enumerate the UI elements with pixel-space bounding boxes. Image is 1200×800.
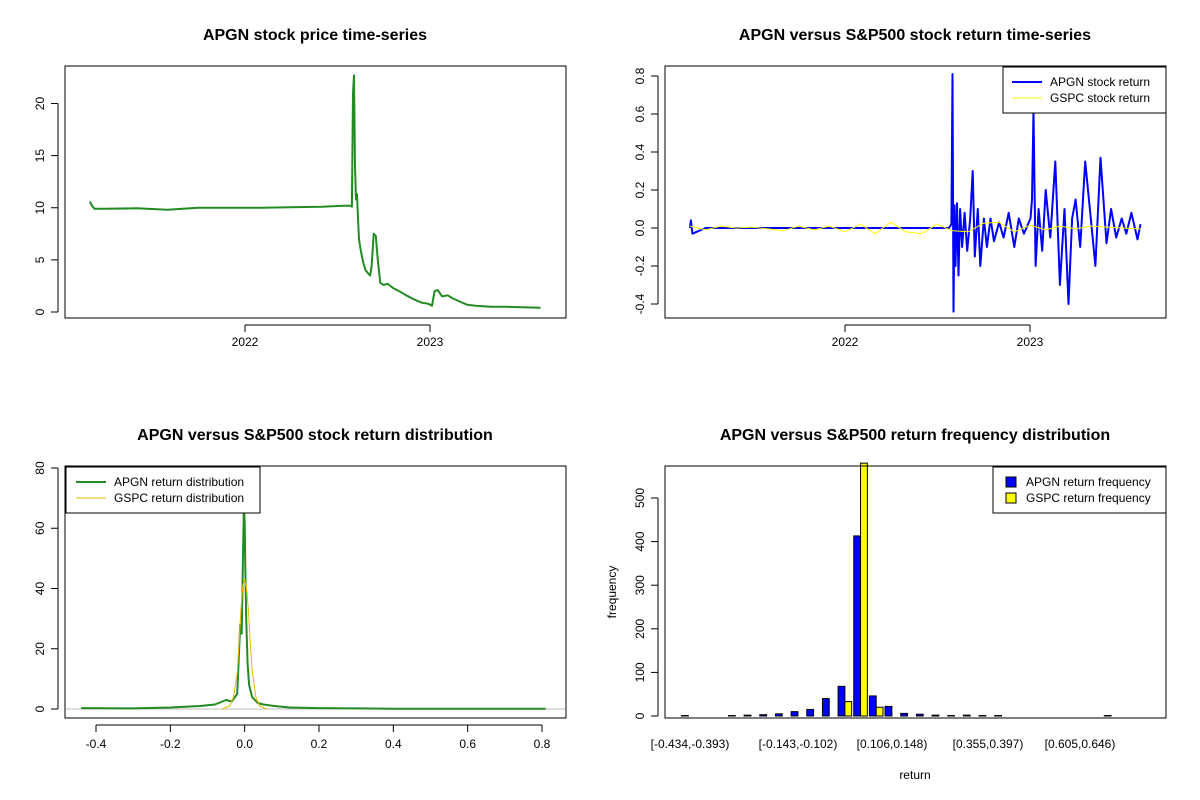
plot-frame (664, 65, 1167, 319)
y-tick-label: -0.4 (633, 293, 647, 314)
gspc-density-line (222, 579, 268, 710)
plot-layer: -0.4 -0.2 0.0 0.2 0.4 0.6 0.8 (633, 67, 1142, 332)
x-tick-label: 2023 (417, 335, 444, 349)
y-tick-label: 0.8 (633, 67, 647, 84)
x-tick-label: 0.4 (385, 737, 402, 751)
x-tick-label: [0.106,0.148) (857, 737, 928, 751)
y-tick-label: 20 (33, 642, 47, 656)
y-tick-label: -0.2 (633, 255, 647, 276)
price-series-line (88, 74, 541, 309)
panel-title: APGN versus S&P500 stock return distribu… (137, 427, 493, 444)
apgn-frequency-bar (868, 695, 877, 717)
y-tick-label: 40 (33, 582, 47, 596)
x-tick-label: [0.605,0.646) (1045, 737, 1116, 751)
legend: APGN return frequency GSPC return freque… (992, 466, 1167, 514)
x-tick-label: 2023 (1017, 335, 1044, 349)
x-tick-label: 0.0 (236, 737, 253, 751)
apgn-frequency-bar (915, 713, 924, 717)
apgn-frequency-bar (806, 708, 815, 717)
apgn-frequency-bar (962, 714, 971, 717)
apgn-density-line (81, 506, 546, 710)
gspc-return-line (689, 221, 1141, 235)
panel-title: APGN versus S&P500 return frequency dist… (720, 427, 1110, 444)
y-tick-label: 80 (33, 461, 47, 475)
apgn-frequency-bar (743, 714, 752, 717)
return-frequency-panel: APGN versus S&P500 return frequency dist… (605, 427, 1167, 782)
gspc-frequency-bar (860, 462, 868, 717)
apgn-frequency-bar (931, 714, 940, 717)
apgn-frequency-bar (821, 698, 830, 717)
y-tick-label: 20 (33, 97, 47, 111)
legend-swatch-gspc (1005, 492, 1017, 504)
apgn-frequency-bar (853, 535, 862, 717)
x-tick-label: 2022 (832, 335, 859, 349)
y-tick-label: 0.6 (633, 105, 647, 122)
legend-label: APGN return distribution (114, 475, 244, 489)
x-tick-label: -0.2 (160, 737, 181, 751)
return-timeseries-panel: APGN versus S&P500 stock return time-ser… (633, 27, 1167, 349)
plot-layer: 0 100 200 300 400 500 (633, 462, 1112, 719)
y-tick-label: 100 (633, 662, 647, 682)
y-tick-label: 15 (33, 149, 47, 163)
gspc-frequency-bar (875, 706, 884, 717)
legend-box (992, 466, 1167, 514)
y-tick-label: 5 (33, 256, 47, 263)
x-tick-label: 0.8 (534, 737, 551, 751)
y-tick-label: 10 (33, 201, 47, 215)
y-tick-label: 300 (633, 575, 647, 595)
x-tick-label: -0.4 (86, 737, 107, 751)
apgn-frequency-bar (837, 685, 846, 717)
legend-label: GSPC return frequency (1026, 491, 1151, 505)
apgn-frequency-bar (884, 705, 893, 717)
panel-title: APGN versus S&P500 stock return time-ser… (739, 27, 1091, 44)
apgn-frequency-bar (900, 712, 909, 717)
y-tick-label: 0 (33, 308, 47, 315)
y-tick-label: 60 (33, 521, 47, 535)
legend-label: GSPC return distribution (114, 491, 244, 505)
plot-layer: 0 20 40 60 80 -0.4 -0.2 0.0 0.2 0.4 0.6 0.8 (33, 461, 565, 751)
plot-frame (64, 465, 567, 719)
y-tick-label: 400 (633, 531, 647, 551)
legend-swatch-apgn (1005, 476, 1017, 488)
y-axis-label: frequency (605, 566, 619, 619)
x-tick-label: [0.355,0.397) (953, 737, 1024, 751)
x-axis-label: return (899, 768, 930, 782)
return-density-panel: APGN versus S&P500 stock return distribu… (33, 427, 567, 751)
y-tick-label: 500 (633, 488, 647, 508)
legend-box (65, 466, 261, 514)
y-tick-label: 200 (633, 618, 647, 638)
x-tick-label: [-0.434,-0.393) (651, 737, 730, 751)
apgn-frequency-bar (790, 711, 799, 717)
legend-label: GSPC stock return (1050, 91, 1150, 105)
plot-frame (64, 65, 567, 319)
price-timeseries-panel: APGN stock price time-series 0 5 10 15 20 20… (33, 27, 567, 349)
legend-label: APGN return frequency (1026, 475, 1151, 489)
x-tick-label: 2022 (232, 335, 259, 349)
plot-frame (664, 465, 1167, 719)
legend: APGN return distribution GSPC return dis… (65, 466, 261, 514)
legend: APGN stock return GSPC stock return (1002, 66, 1167, 114)
gspc-frequency-bar (844, 701, 853, 717)
apgn-frequency-bar (774, 713, 783, 717)
panel-title: APGN stock price time-series (203, 27, 427, 44)
legend-box (1002, 66, 1167, 114)
apgn-return-line (688, 73, 1142, 313)
plot-layer: 0 5 10 15 20 (33, 74, 541, 332)
y-tick-label: 0.2 (633, 181, 647, 198)
legend-label: APGN stock return (1050, 75, 1150, 89)
x-tick-label: 0.6 (459, 737, 476, 751)
x-tick-label: 0.2 (311, 737, 328, 751)
y-tick-label: 0.0 (633, 219, 647, 236)
x-tick-label: [-0.143,-0.102) (759, 737, 838, 751)
y-tick-label: 0.4 (633, 143, 647, 160)
y-tick-label: 0 (633, 712, 647, 719)
apgn-frequency-bar (759, 714, 768, 717)
y-tick-label: 0 (33, 705, 47, 712)
